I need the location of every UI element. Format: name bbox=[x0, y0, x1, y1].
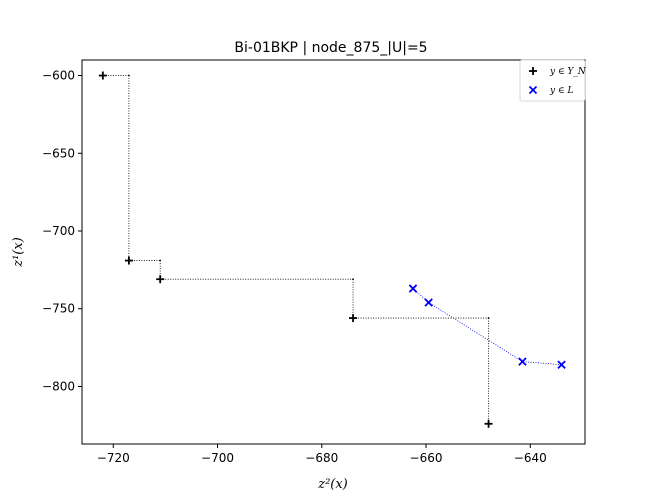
y-axis-ticks: −600 −650 −700 −750 −800 bbox=[42, 69, 82, 393]
chart-title: Bi-01BKP | node_875_|U|=5 bbox=[234, 40, 427, 56]
local-bound-point bbox=[518, 357, 527, 366]
legend-entry-local: y ∈ L bbox=[528, 85, 573, 96]
local-bound-point bbox=[557, 360, 566, 369]
legend-label-local: y ∈ L bbox=[549, 86, 573, 96]
staircase-corner bbox=[159, 259, 162, 262]
plot-frame bbox=[81, 59, 586, 445]
x-tick-label: −680 bbox=[305, 451, 338, 465]
y-tick-label: −750 bbox=[42, 302, 75, 316]
x-tick-label: −640 bbox=[514, 451, 547, 465]
data-points bbox=[98, 71, 566, 428]
legend-entry-nondominated: y ∈ Y_N bbox=[529, 67, 587, 77]
legend-label-nondominated: y ∈ Y_N bbox=[549, 67, 587, 77]
y-tick-label: −600 bbox=[42, 69, 75, 83]
y-tick-label: −700 bbox=[42, 224, 75, 238]
nondominated-point bbox=[349, 314, 358, 323]
x-tick-label: −700 bbox=[201, 451, 234, 465]
staircase-corner bbox=[128, 74, 130, 77]
nondominated-point bbox=[156, 275, 165, 284]
nondominated-point bbox=[484, 419, 493, 428]
y-tick-label: −800 bbox=[42, 379, 75, 393]
staircase-lines bbox=[102, 74, 490, 424]
local-bound-line bbox=[412, 288, 562, 366]
x-tick-label: −660 bbox=[410, 451, 443, 465]
y-tick-label: −650 bbox=[42, 146, 75, 160]
x-tick-label: −720 bbox=[97, 451, 130, 465]
nondominated-point bbox=[98, 71, 107, 80]
local-bound-curve bbox=[412, 288, 562, 366]
x-axis-ticks: −720 −700 −680 −660 −640 bbox=[97, 444, 547, 465]
x-axis-label: z²(x) bbox=[317, 477, 348, 492]
staircase-corner bbox=[487, 317, 490, 319]
staircase-corner bbox=[352, 278, 354, 281]
legend: y ∈ Y_Ny ∈ L bbox=[519, 59, 587, 102]
local-bound-point bbox=[408, 284, 418, 293]
y-axis-label: z¹(x) bbox=[11, 237, 26, 268]
local-bound-point bbox=[424, 298, 433, 307]
nondominated-point bbox=[124, 256, 133, 265]
